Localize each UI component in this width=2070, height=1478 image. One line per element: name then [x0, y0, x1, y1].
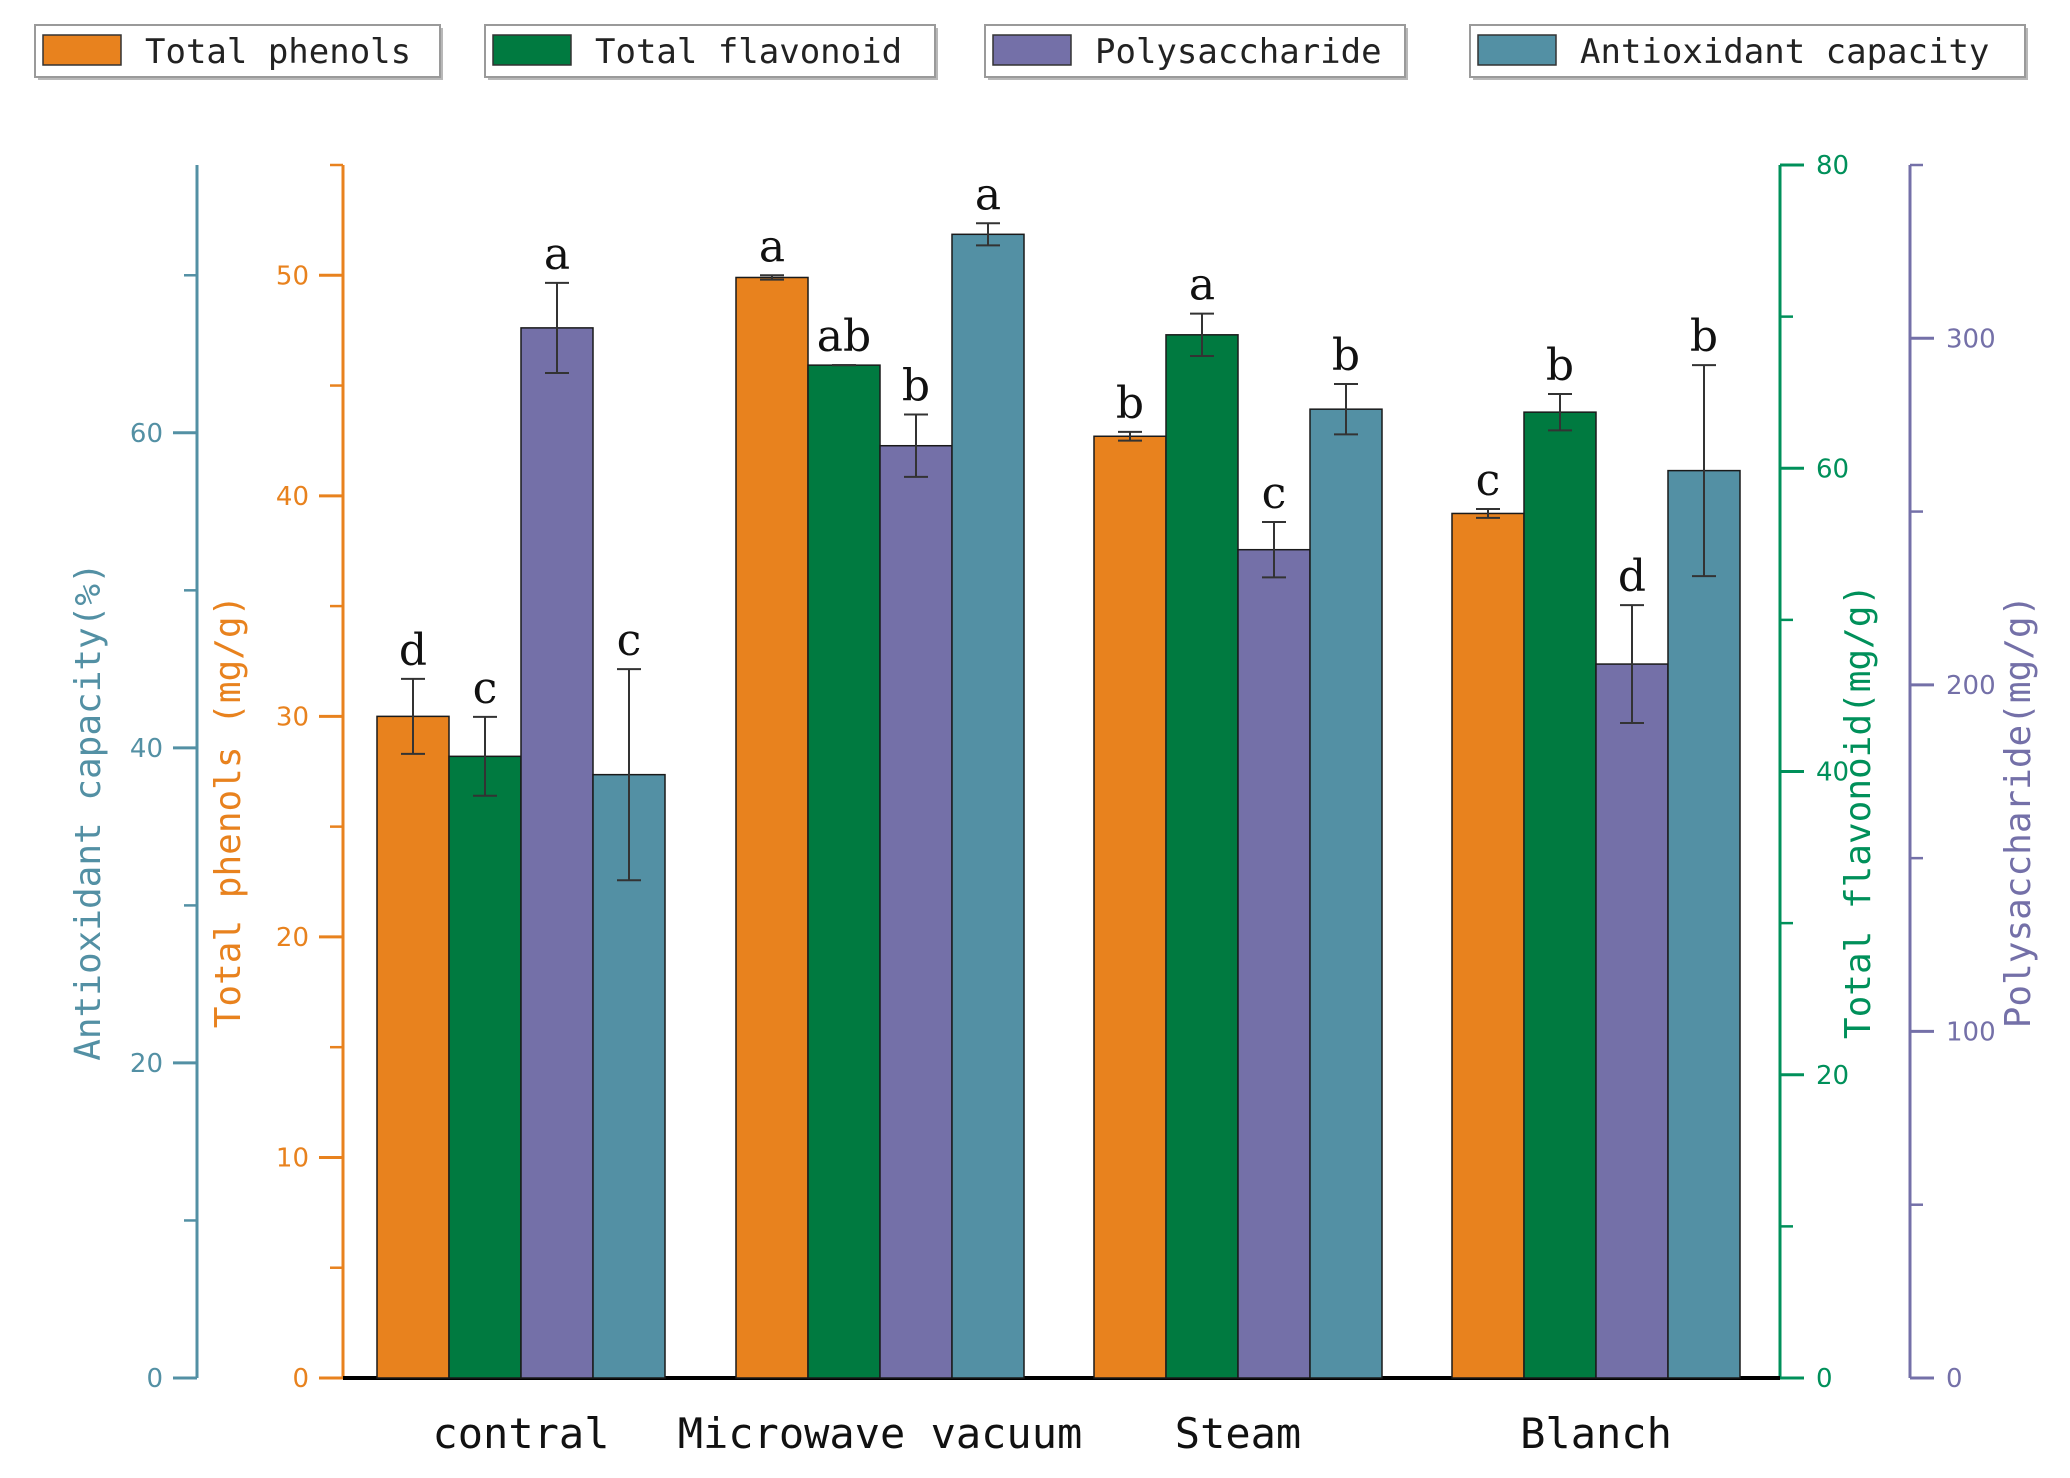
polysaccharide-tick-label: 0	[1946, 1364, 1963, 1394]
significance-letter: b	[1116, 378, 1144, 429]
bar-group-2: b a c b	[1093, 260, 1383, 1379]
phenols-tick-label: 40	[276, 482, 309, 512]
flavonoid-tick-label: 40	[1816, 758, 1849, 788]
legend-label: Polysaccharide	[1095, 32, 1382, 72]
legend-item[interactable]: Total flavonoid	[484, 24, 938, 80]
polysaccharide-axis: 0 100 200 300 Polysaccharide(mg/g)	[1908, 163, 2039, 1394]
bar[interactable]	[448, 755, 522, 1379]
bar[interactable]	[520, 327, 594, 1379]
category-label: Microwave vacuum	[678, 1409, 1083, 1458]
category-labels: contral Microwave vacuum Steam Blanch	[432, 1409, 1671, 1458]
bar[interactable]	[1523, 411, 1597, 1379]
significance-letter: b	[1690, 311, 1718, 362]
significance-letter: ab	[817, 311, 871, 362]
flavonoid-axis: 0 20 40 60 80 Total flavonoid(mg/g)	[1778, 151, 1879, 1394]
significance-letter: c	[473, 663, 498, 714]
phenols-axis: 0 10 20 30 40 50 Total phenols (mg/g)	[208, 163, 345, 1394]
flavonoid-tick-label: 60	[1816, 454, 1849, 484]
legend-swatch	[1477, 34, 1557, 66]
axes: 0 20 40 60 Antioxidant capacity(%) 0 10 20 30 40 5…	[68, 151, 2039, 1394]
antioxidant-axis: 0 20 40 60 Antioxidant capacity(%)	[68, 165, 199, 1394]
category-label: contral	[432, 1409, 609, 1458]
significance-letter: a	[975, 169, 1001, 220]
significance-letter: a	[1189, 260, 1215, 311]
antioxidant-axis-title: Antioxidant capacity(%)	[68, 562, 109, 1061]
legend-item[interactable]: Antioxidant capacity	[1469, 24, 2028, 80]
category-label: Blanch	[1520, 1409, 1672, 1458]
bar[interactable]	[951, 233, 1025, 1379]
flavonoid-tick-label: 0	[1816, 1364, 1833, 1394]
legend-item[interactable]: Polysaccharide	[984, 24, 1408, 80]
antioxidant-tick-label: 0	[146, 1364, 163, 1394]
antioxidant-tick-label: 40	[130, 734, 163, 764]
flavonoid-axis-title: Total flavonoid(mg/g)	[1838, 584, 1879, 1039]
bar[interactable]	[735, 276, 809, 1379]
phenols-tick-label: 50	[276, 261, 309, 291]
polysaccharide-tick-label: 100	[1946, 1017, 1996, 1047]
legend-label: Antioxidant capacity	[1580, 32, 1989, 72]
significance-letter: a	[544, 229, 570, 280]
flavonoid-tick-label: 20	[1816, 1061, 1849, 1091]
legend: Total phenols Total flavonoid Polysacchari…	[34, 24, 2028, 80]
polysaccharide-axis-title: Polysaccharide(mg/g)	[1998, 595, 2039, 1028]
phenols-axis-title: Total phenols (mg/g)	[208, 595, 249, 1028]
significance-letter: b	[1546, 340, 1574, 391]
significance-letter: a	[759, 221, 785, 272]
bar[interactable]	[1667, 469, 1741, 1379]
bar[interactable]	[879, 444, 953, 1379]
legend-item-box	[484, 24, 936, 78]
significance-letter: c	[1262, 468, 1287, 519]
flavonoid-tick-label: 80	[1816, 151, 1849, 181]
legend-swatch	[42, 34, 122, 66]
legend-item-box	[1469, 24, 2026, 78]
bar-group-3: c b d b	[1451, 311, 1741, 1379]
polysaccharide-tick-label: 200	[1946, 671, 1996, 701]
bar[interactable]	[1237, 548, 1311, 1379]
significance-letter: b	[902, 361, 930, 412]
bar[interactable]	[1595, 663, 1669, 1379]
significance-letter: d	[399, 625, 427, 676]
bar[interactable]	[376, 715, 450, 1379]
significance-letter: c	[1476, 455, 1501, 506]
polysaccharide-tick-label: 300	[1946, 324, 1996, 354]
legend-item[interactable]: Total phenols	[34, 24, 443, 80]
legend-swatch	[992, 34, 1072, 66]
significance-letter: d	[1618, 551, 1646, 602]
legend-label: Total flavonoid	[595, 32, 902, 72]
significance-letter: b	[1332, 330, 1360, 381]
antioxidant-tick-label: 60	[130, 419, 163, 449]
bar[interactable]	[807, 364, 881, 1379]
antioxidant-tick-label: 20	[130, 1049, 163, 1079]
phenols-tick-label: 0	[292, 1364, 309, 1394]
category-label: Steam	[1175, 1409, 1301, 1458]
legend-label: Total phenols	[145, 32, 411, 72]
phenols-tick-label: 20	[276, 923, 309, 953]
significance-letter: c	[617, 615, 642, 666]
legend-swatch	[492, 34, 572, 66]
phenols-tick-label: 10	[276, 1143, 309, 1173]
bar[interactable]	[1451, 512, 1525, 1379]
bar[interactable]	[1165, 334, 1239, 1379]
bar[interactable]	[1309, 408, 1383, 1379]
bar[interactable]	[1093, 435, 1167, 1379]
phenols-tick-label: 30	[276, 702, 309, 732]
